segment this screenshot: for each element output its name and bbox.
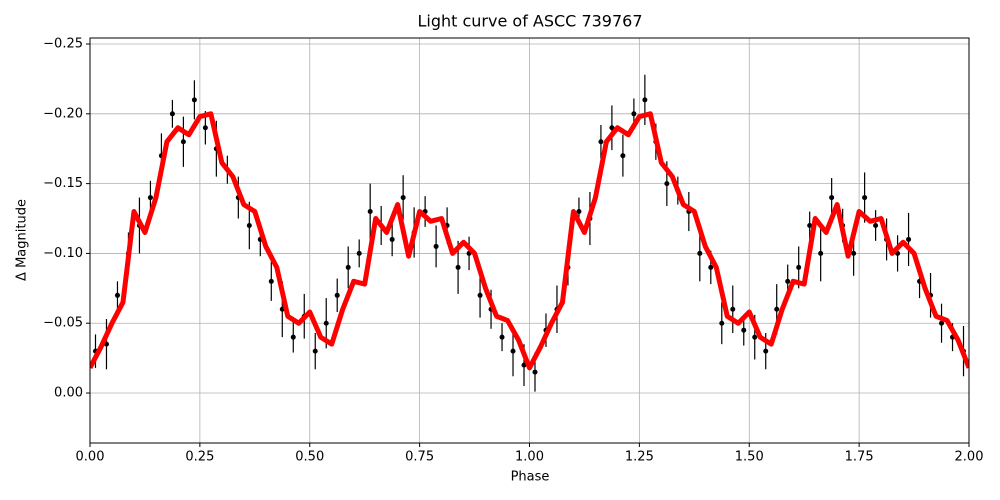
x-tick-label: 0.50 (295, 450, 324, 465)
y-tick-label: −0.25 (43, 37, 83, 52)
data-point (147, 195, 153, 201)
data-point (818, 250, 824, 256)
data-point (356, 250, 362, 256)
x-tick-label: 0.00 (76, 450, 105, 465)
data-point (763, 348, 769, 354)
data-point (334, 292, 340, 298)
data-point (829, 195, 835, 201)
data-point (345, 264, 351, 270)
data-point (290, 334, 296, 340)
y-axis-label: Δ Magnitude (15, 199, 30, 281)
data-point (741, 327, 747, 333)
data-point (906, 236, 912, 242)
data-point (697, 250, 703, 256)
x-tick-label: 0.25 (185, 450, 214, 465)
x-axis-label: Phase (511, 470, 550, 485)
data-point (598, 139, 604, 145)
data-point (752, 334, 758, 340)
data-point (774, 306, 780, 312)
x-tick-label: 1.50 (735, 450, 764, 465)
data-point (796, 264, 802, 270)
x-tick-label: 0.75 (405, 450, 434, 465)
y-tick-label: −0.20 (43, 106, 83, 121)
x-tick-label: 1.75 (845, 450, 874, 465)
data-point (477, 292, 483, 298)
data-point (873, 222, 879, 228)
data-point (851, 250, 857, 256)
data-point (719, 320, 725, 326)
data-point (114, 292, 120, 298)
data-point (620, 153, 626, 159)
data-point (642, 97, 648, 103)
plot-area (90, 74, 969, 392)
data-point (367, 209, 373, 215)
y-tick-label: −0.15 (43, 176, 83, 191)
data-point (664, 181, 670, 187)
data-point (400, 195, 406, 201)
data-point (246, 222, 252, 228)
data-point (499, 334, 505, 340)
data-point (455, 264, 461, 270)
data-point (576, 209, 582, 215)
y-tick-label: −0.10 (43, 246, 83, 261)
data-point (631, 111, 637, 117)
x-tick-label: 1.25 (625, 450, 654, 465)
data-point (807, 222, 813, 228)
data-point (730, 306, 736, 312)
trend-line (90, 111, 969, 371)
x-tick-label: 1.00 (515, 450, 544, 465)
data-point (862, 195, 868, 201)
plot-frame (89, 37, 970, 444)
data-point (191, 97, 197, 103)
data-point (939, 320, 945, 326)
y-tick-label: 0.00 (54, 386, 83, 401)
y-tick-label: −0.05 (43, 316, 83, 331)
data-point (180, 139, 186, 145)
data-point (785, 278, 791, 284)
data-point (708, 264, 714, 270)
data-point (532, 369, 538, 375)
data-point (312, 348, 318, 354)
chart-title: Light curve of ASCC 739767 (417, 12, 642, 31)
data-point (169, 111, 175, 117)
data-point (202, 125, 208, 131)
data-point (389, 236, 395, 242)
data-point (268, 278, 274, 284)
data-point (609, 125, 615, 131)
data-point (510, 348, 516, 354)
data-point (433, 243, 439, 249)
data-point (323, 320, 329, 326)
x-tick-label: 2.00 (955, 450, 984, 465)
